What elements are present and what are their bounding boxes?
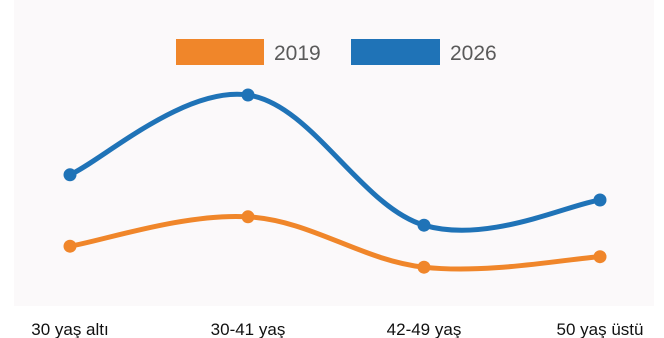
legend-label-2026: 2026: [450, 42, 497, 65]
legend: 2019 2026: [176, 39, 497, 65]
x-tick-label: 30 yaş altı: [31, 320, 109, 338]
x-tick-label: 50 yaş üstü: [557, 320, 644, 338]
data-point-2019-1: [241, 210, 255, 224]
legend-swatch-2026: [351, 39, 440, 65]
x-axis-labels: 30 yaş altı 30-41 yaş 42-49 yaş 50 yaş ü…: [31, 320, 643, 338]
data-point-2019-2: [417, 260, 431, 274]
series-line-2026: [67, 91, 603, 233]
legend-label-2019: 2019: [274, 42, 321, 65]
legend-swatch-2019: [176, 39, 264, 65]
series-lines: [67, 91, 603, 272]
data-point-2019-0: [63, 239, 77, 253]
x-tick-label: 42-49 yaş: [387, 320, 462, 338]
legend-item-2019: 2019: [176, 39, 321, 65]
data-point-2026-3: [593, 193, 607, 207]
data-point-2026-1: [241, 88, 255, 102]
data-point-2019-3: [593, 250, 607, 264]
series-line-2019: [67, 213, 603, 272]
data-point-2026-0: [63, 168, 77, 182]
x-tick-label: 30-41 yaş: [211, 320, 286, 338]
data-point-2026-2: [417, 218, 431, 232]
series-points: [63, 88, 607, 274]
legend-item-2026: 2026: [351, 39, 497, 65]
